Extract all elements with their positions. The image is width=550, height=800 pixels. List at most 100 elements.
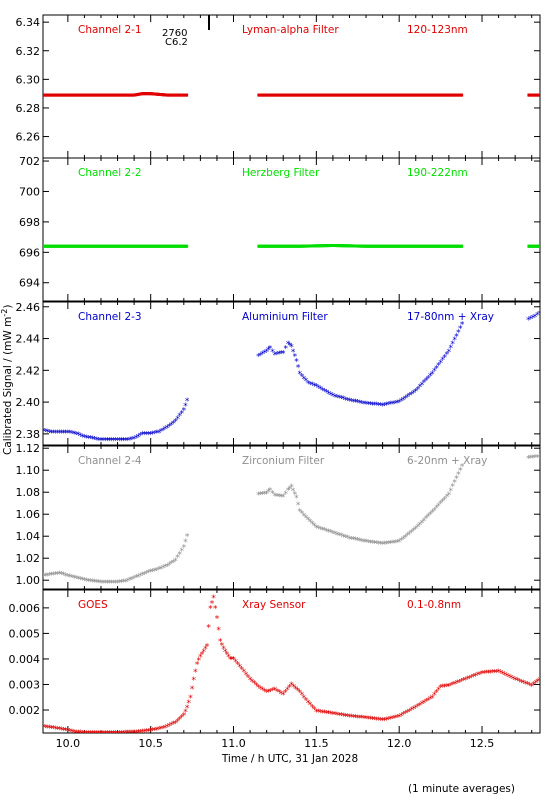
- data-point: *: [68, 429, 73, 439]
- data-point: *: [179, 714, 184, 724]
- data-point: *: [478, 670, 483, 680]
- data-point: *: [126, 729, 131, 739]
- y-tick-label: 0.005: [9, 627, 41, 640]
- data-point: *: [78, 432, 83, 442]
- data-point: *: [45, 428, 50, 438]
- data-point: *: [134, 574, 139, 584]
- panel-2: 702 700 698 696 694 Channel 2-2 Herzberg Filte…: [19, 155, 541, 302]
- data-point: *: [165, 424, 170, 434]
- data-point: *: [115, 579, 120, 589]
- data-point: *: [161, 724, 166, 734]
- data-point: *: [151, 430, 156, 440]
- data-point: *: [519, 678, 524, 688]
- data-point: *: [291, 683, 296, 693]
- data-point: *: [405, 532, 410, 542]
- data-point: *: [49, 571, 54, 581]
- data-point: *: [117, 437, 122, 447]
- data-point: *: [432, 506, 437, 516]
- data-point: *: [61, 726, 66, 736]
- data-point: *: [72, 728, 77, 738]
- data-point: *: [84, 730, 89, 740]
- data-point: *: [51, 429, 56, 439]
- data-point: *: [289, 343, 294, 353]
- data-point: *: [183, 538, 188, 548]
- data-point: *: [250, 678, 255, 688]
- data-point: *: [260, 490, 265, 500]
- data-point: *: [43, 572, 48, 582]
- data-point: *: [175, 717, 180, 727]
- data-point: *: [283, 345, 288, 355]
- data-point: *: [124, 578, 129, 588]
- data-point: *: [240, 666, 245, 676]
- data-point: *: [339, 395, 344, 405]
- data-point: *: [258, 685, 263, 695]
- data-point: *: [53, 571, 58, 581]
- data-point: *: [111, 579, 116, 589]
- data-point: *: [531, 454, 536, 464]
- data-point: *: [242, 668, 247, 678]
- data-point: *: [80, 729, 85, 739]
- filter-label: Xray Sensor: [242, 599, 306, 611]
- data-point: *: [511, 675, 516, 685]
- data-point: *: [370, 539, 375, 549]
- data-point: *: [442, 353, 447, 363]
- data-point: *: [109, 437, 114, 447]
- data-point: *: [403, 710, 408, 720]
- data-point: *: [430, 509, 435, 519]
- data-point: *: [185, 704, 190, 714]
- data-point: *: [220, 641, 225, 651]
- data-point: *: [351, 536, 356, 546]
- data-point: *: [335, 531, 340, 541]
- data-point: *: [173, 719, 178, 729]
- data-point: *: [430, 370, 435, 380]
- data-point: *: [169, 560, 174, 570]
- data-point: *: [177, 550, 182, 560]
- data-point: *: [351, 398, 356, 408]
- data-point: *: [200, 650, 205, 660]
- data-point: *: [95, 436, 100, 446]
- data-point: *: [153, 726, 158, 736]
- data-point: *: [422, 517, 427, 527]
- data-point: *: [99, 579, 104, 589]
- data-point: *: [107, 730, 112, 740]
- data-point: *: [450, 483, 455, 493]
- data-series: [43, 92, 540, 97]
- data-point: *: [298, 370, 303, 380]
- data-point: *: [329, 710, 334, 720]
- data-point: *: [366, 400, 371, 410]
- data-point: *: [205, 643, 210, 653]
- data-point: *: [95, 578, 100, 588]
- data-point: *: [78, 576, 83, 586]
- data-point: *: [61, 429, 66, 439]
- data-point: *: [333, 711, 338, 721]
- data-point: *: [122, 437, 127, 447]
- data-point: *: [273, 351, 278, 361]
- data-point: *: [343, 712, 348, 722]
- data-point: *: [126, 577, 131, 587]
- data-point: *: [134, 434, 139, 444]
- data-point: *: [327, 710, 332, 720]
- data-point: *: [258, 351, 263, 361]
- data-point: *: [382, 401, 387, 411]
- data-point: *: [266, 688, 271, 698]
- data-point: *: [353, 398, 358, 408]
- data-point: *: [324, 527, 329, 537]
- data-point: *: [260, 350, 265, 360]
- data-point: *: [93, 730, 98, 740]
- data-point: *: [146, 430, 151, 440]
- data-point: *: [64, 429, 69, 439]
- data-point: *: [95, 730, 100, 740]
- y-tick-label: 2.40: [16, 396, 41, 409]
- data-point: *: [72, 430, 77, 440]
- data-point: *: [182, 712, 187, 722]
- data-point: *: [387, 715, 392, 725]
- data-point: *: [368, 401, 373, 411]
- data-point: *: [105, 730, 110, 740]
- data-point: *: [494, 668, 499, 678]
- y-tick-label: 1.12: [16, 442, 41, 455]
- data-point: *: [153, 567, 158, 577]
- data-point: *: [345, 534, 350, 544]
- data-point: *: [525, 681, 530, 691]
- data-point: *: [428, 511, 433, 521]
- event-marker-class: C6.2: [165, 37, 188, 48]
